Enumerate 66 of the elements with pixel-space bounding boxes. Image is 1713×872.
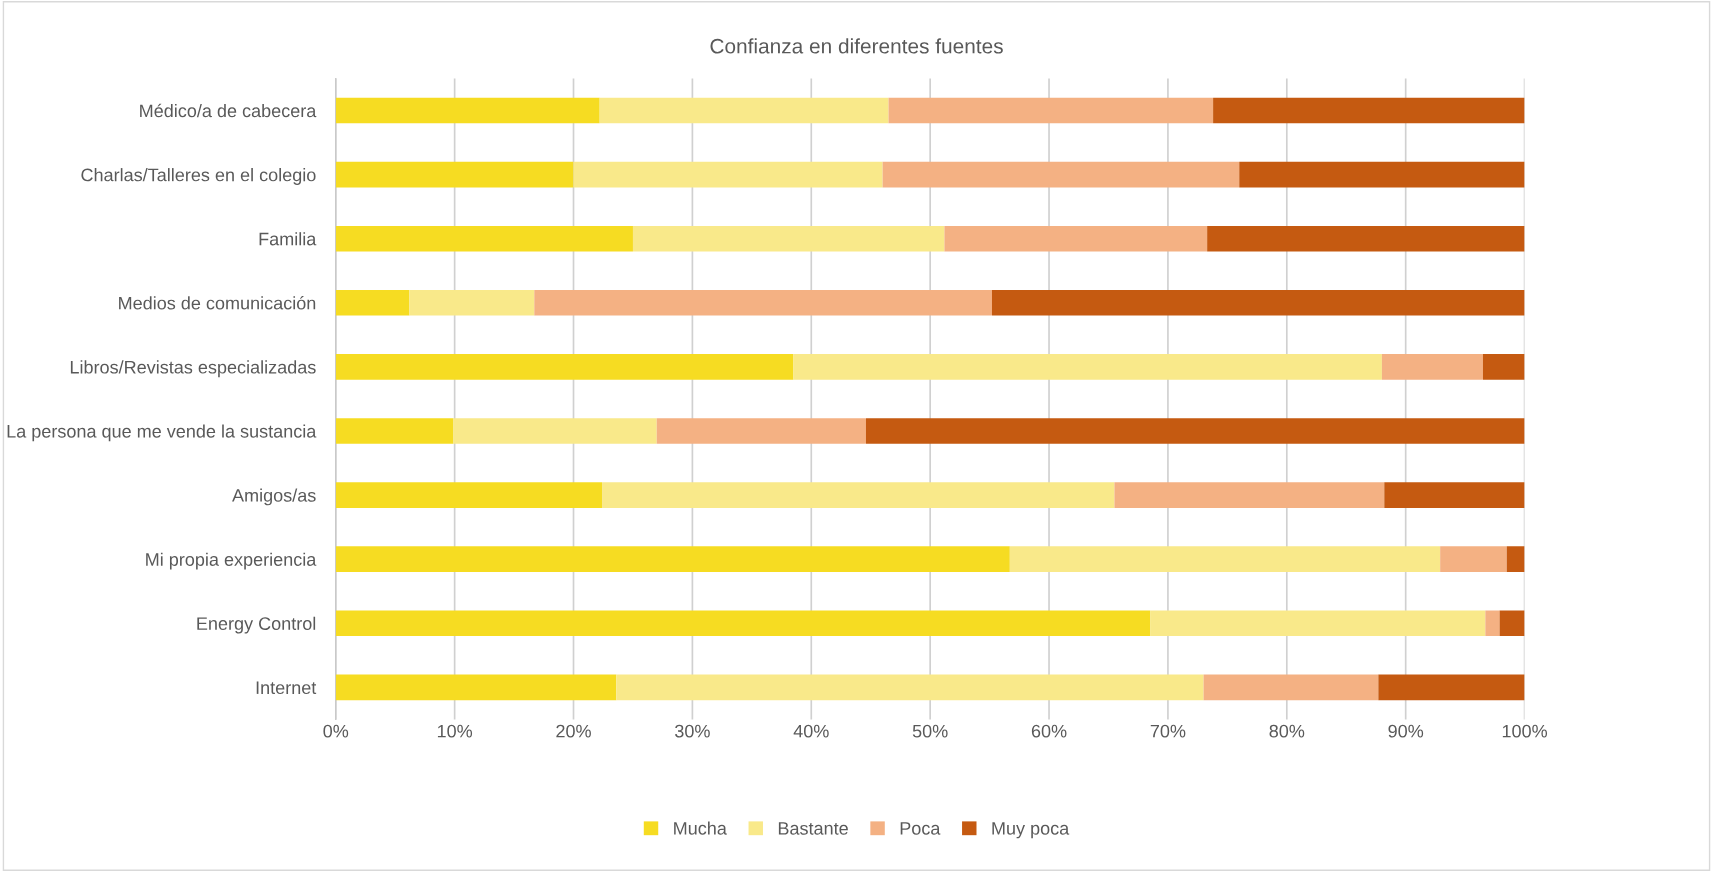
- legend-label: Muy poca: [992, 822, 1070, 839]
- bar: [1213, 97, 1525, 124]
- legend-label: Mucha: [674, 821, 727, 835]
- bar: [602, 482, 1115, 508]
- bar: [1499, 610, 1525, 637]
- y-tick-label: Familia: [259, 232, 317, 246]
- bar: [1384, 482, 1525, 508]
- legend-label: Poca: [900, 822, 941, 835]
- bar: [335, 418, 454, 444]
- bar: [1506, 546, 1525, 572]
- bar: [888, 97, 1214, 124]
- bar: [865, 418, 1525, 444]
- bar: [335, 354, 794, 380]
- bar: [1203, 674, 1379, 701]
- x-tick-label: 100%: [1502, 724, 1548, 738]
- y-tick-label: Charlas/Talleres en el colegio: [81, 168, 316, 185]
- bar: [1114, 482, 1385, 508]
- y-tick-label: Internet: [256, 681, 317, 695]
- bar: [1381, 354, 1483, 380]
- bar: [1150, 610, 1486, 637]
- y-tick-label: Energy Control: [197, 616, 316, 634]
- bar: [793, 354, 1382, 380]
- x-tick-label: 40%: [793, 724, 829, 738]
- y-tick-label: Médico/a de cabecera: [140, 103, 317, 118]
- bar: [1239, 161, 1525, 188]
- bar: [1482, 354, 1525, 380]
- x-tick-label: 0%: [323, 724, 349, 738]
- y-tick-label: Amigos/as: [232, 488, 316, 506]
- bar: [882, 161, 1240, 188]
- bar: [335, 482, 603, 508]
- bar: [335, 610, 1151, 637]
- bar: [534, 289, 992, 316]
- chart-title: Confianza en diferentes fuentes: [710, 38, 1003, 54]
- y-tick-label: La persona que me vende la sustancia: [7, 424, 317, 442]
- bar: [335, 289, 410, 316]
- bar: [599, 97, 889, 124]
- y-tick-label: Medios de comunicación: [119, 296, 316, 310]
- bar: [944, 225, 1208, 252]
- legend-label: Bastante: [778, 822, 848, 835]
- bar: [1440, 546, 1507, 572]
- x-tick-label: 90%: [1388, 724, 1424, 738]
- y-tick-label: Mi propia experiencia: [146, 552, 317, 570]
- bar: [1207, 225, 1525, 252]
- bar: [1378, 674, 1525, 701]
- y-tick-label: Libros/Revistas especializadas: [70, 360, 316, 378]
- bar: [616, 674, 1204, 701]
- x-tick-label: 80%: [1269, 724, 1305, 738]
- bar: [335, 225, 633, 252]
- bar: [453, 418, 657, 444]
- x-tick-label: 50%: [912, 724, 948, 738]
- bar: [991, 289, 1525, 316]
- bar: [656, 418, 866, 444]
- bar: [632, 225, 945, 252]
- bar: [1485, 610, 1500, 637]
- bar: [1009, 546, 1441, 572]
- x-tick-label: 30%: [675, 724, 710, 738]
- x-tick-label: 70%: [1150, 724, 1186, 738]
- x-tick-label: 60%: [1031, 724, 1067, 738]
- bar: [335, 161, 574, 188]
- bar: [335, 674, 617, 701]
- bar: [409, 289, 535, 316]
- x-tick-label: 10%: [437, 724, 473, 738]
- x-tick-label: 20%: [556, 724, 591, 738]
- bar: [573, 161, 883, 188]
- bar: [335, 97, 600, 124]
- bar: [335, 546, 1010, 572]
